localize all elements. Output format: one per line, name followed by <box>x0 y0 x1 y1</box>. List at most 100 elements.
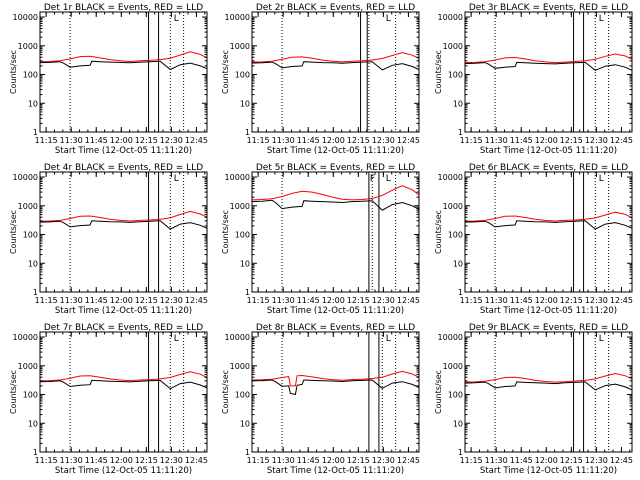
panel-title: Det 8r BLACK = Events, RED = LLD <box>256 323 415 333</box>
y-tick-label: 1 <box>33 128 38 137</box>
x-tick-label: 12:00 <box>535 296 558 305</box>
events-series-line <box>464 61 633 71</box>
x-tick-label: 11:45 <box>510 296 533 305</box>
events-series-line <box>251 199 420 211</box>
x-tick-label: 12:00 <box>110 456 133 465</box>
x-tick-label: 11:30 <box>272 296 295 305</box>
x-tick-label: 11:15 <box>35 456 58 465</box>
x-tick-label: 11:30 <box>60 136 83 145</box>
y-tick-label: 1 <box>458 288 463 297</box>
x-tick-label: 11:30 <box>272 136 295 145</box>
x-tick-label: 12:30 <box>372 136 395 145</box>
y-tick-label: 1000 <box>18 362 38 371</box>
events-series-line <box>39 60 208 71</box>
detector-panel-grid: Det 1r BLACK = Events, RED = LLD L 1 10 100 1… <box>9 3 633 476</box>
y-tick-label: 10000 <box>438 333 463 342</box>
y-axis-label: Counts/sec <box>9 50 18 94</box>
x-tick-label: 12:00 <box>110 136 133 145</box>
y-tick-label: 10000 <box>225 333 250 342</box>
panel-title: Det 6r BLACK = Events, RED = LLD <box>469 163 628 173</box>
x-tick-label: 11:45 <box>510 136 533 145</box>
events-series-line <box>251 379 420 396</box>
y-tick-label: 1000 <box>230 202 250 211</box>
x-tick-label: 11:45 <box>510 456 533 465</box>
y-tick-label: 10000 <box>13 13 38 22</box>
x-tick-label: 11:30 <box>485 296 508 305</box>
plot-frame <box>464 331 633 453</box>
y-tick-label: 1000 <box>18 202 38 211</box>
y-tick-label: 100 <box>235 71 250 80</box>
y-tick-label: 100 <box>448 71 463 80</box>
x-tick-label: 11:45 <box>297 456 320 465</box>
y-tick-label: 1000 <box>230 42 250 51</box>
y-axis-label: Counts/sec <box>434 50 443 94</box>
x-tick-label: 12:15 <box>560 296 583 305</box>
y-tick-label: 10000 <box>225 13 250 22</box>
y-tick-label: 10 <box>28 419 38 428</box>
y-tick-label: 10 <box>240 99 250 108</box>
y-tick-label: 1000 <box>443 202 463 211</box>
x-tick-label: 12:45 <box>397 456 420 465</box>
y-axis-label: Counts/sec <box>9 210 18 254</box>
events-series-line <box>251 61 420 71</box>
x-tick-label: 11:30 <box>272 456 295 465</box>
events-series-line <box>39 220 208 230</box>
y-tick-label: 100 <box>23 231 38 240</box>
x-tick-label: 12:00 <box>322 456 345 465</box>
flag-label: L <box>599 334 604 344</box>
x-tick-label: 11:15 <box>35 296 58 305</box>
panel-title: Det 7r BLACK = Events, RED = LLD <box>44 323 203 333</box>
x-tick-label: 11:45 <box>85 296 108 305</box>
plot-frame <box>39 11 208 133</box>
flag-label: L <box>174 174 179 184</box>
flag-label: L <box>386 14 391 24</box>
plot-frame <box>251 11 420 133</box>
plot-frame <box>464 11 633 133</box>
events-series-line <box>464 381 633 391</box>
lld-series-line <box>464 372 633 383</box>
x-tick-label: 12:45 <box>185 456 208 465</box>
x-tick-label: 12:00 <box>322 296 345 305</box>
x-tick-label: 12:45 <box>610 296 633 305</box>
y-tick-label: 1 <box>33 288 38 297</box>
x-tick-label: 12:30 <box>585 136 608 145</box>
y-axis-label: Counts/sec <box>221 50 230 94</box>
x-tick-label: 12:45 <box>397 296 420 305</box>
x-axis-label: Start Time (12-Oct-05 11:11:20) <box>55 466 192 476</box>
y-tick-label: 10 <box>453 259 463 268</box>
x-tick-label: 11:15 <box>460 456 483 465</box>
x-tick-label: 11:30 <box>485 136 508 145</box>
y-tick-label: 100 <box>235 391 250 400</box>
x-tick-label: 12:15 <box>560 136 583 145</box>
y-tick-label: 10000 <box>438 173 463 182</box>
x-tick-label: 12:15 <box>560 456 583 465</box>
flag-label: L <box>599 14 604 24</box>
y-tick-label: 100 <box>448 391 463 400</box>
y-tick-label: 100 <box>23 391 38 400</box>
plot-frame <box>39 331 208 453</box>
y-tick-label: 1000 <box>18 42 38 51</box>
x-tick-label: 12:00 <box>110 296 133 305</box>
panel-title: Det 1r BLACK = Events, RED = LLD <box>44 3 203 13</box>
x-tick-label: 12:00 <box>535 456 558 465</box>
x-tick-label: 11:30 <box>60 296 83 305</box>
y-tick-label: 1000 <box>443 42 463 51</box>
y-axis-label: Counts/sec <box>434 370 443 414</box>
x-tick-label: 12:15 <box>347 456 370 465</box>
lld-series-line <box>251 52 420 63</box>
x-tick-label: 11:45 <box>297 136 320 145</box>
x-tick-label: 12:00 <box>322 136 345 145</box>
y-tick-label: 10 <box>28 99 38 108</box>
plot-frame <box>39 171 208 293</box>
x-axis-label: Start Time (12-Oct-05 11:11:20) <box>480 306 617 316</box>
panel-title: Det 9r BLACK = Events, RED = LLD <box>469 323 628 333</box>
x-tick-label: 12:45 <box>185 296 208 305</box>
y-tick-label: 1000 <box>230 362 250 371</box>
y-tick-label: 10000 <box>438 13 463 22</box>
